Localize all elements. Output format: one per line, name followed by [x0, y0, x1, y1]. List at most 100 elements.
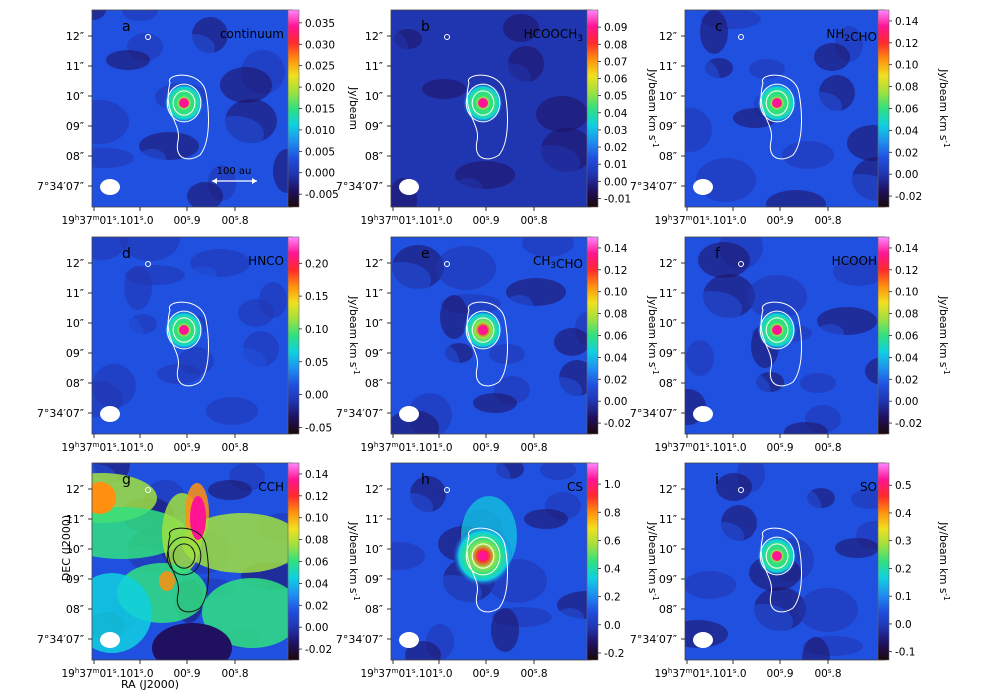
dec-tick-label: 11″ — [66, 287, 84, 300]
dec-tick-label: 12″ — [365, 483, 383, 496]
ra-seconds: 00 — [173, 668, 186, 680]
noise-blob — [92, 10, 106, 20]
dec-tick-label: 08″ — [659, 377, 677, 390]
noise-blob — [802, 637, 830, 660]
noise-blob — [120, 237, 180, 261]
ra-seconds: 00 — [814, 668, 827, 680]
ra-fraction: .8 — [239, 668, 249, 680]
ra-seconds: 00 — [472, 442, 485, 454]
colorbar-tick-label: -0.005 — [305, 189, 339, 201]
noise-blob — [391, 262, 431, 298]
dec-tick-label: 12″ — [365, 30, 383, 43]
ra-fraction: .0 — [443, 442, 453, 454]
colorbar-tick-label: 0.5 — [895, 480, 912, 492]
colorbar — [586, 9, 599, 208]
ra-seconds: 01 — [425, 668, 438, 680]
ra-unit: m — [686, 667, 693, 675]
species-label-part: HCOOH — [832, 254, 877, 268]
noise-blob — [831, 174, 885, 207]
ra-unit: s — [187, 667, 191, 675]
noise-blob — [847, 125, 885, 161]
noise-blob — [143, 181, 171, 207]
noise-blob — [138, 149, 166, 169]
ra-fraction: .1 — [710, 215, 720, 227]
colorbar-tick-label: 0.15 — [305, 291, 328, 303]
colorbar-tick-label: 0.14 — [604, 243, 628, 255]
colorbar-tick-label: 0.02 — [604, 142, 627, 154]
colorbar-unit-part: -1 — [651, 140, 660, 148]
contour — [172, 90, 196, 116]
colorbar-tick-label: 0.00 — [604, 396, 627, 408]
dec-tick-label: 08″ — [365, 603, 383, 616]
colorbar-tick-label: 0.02 — [895, 147, 918, 159]
colorbar-unit: Jy/beam km s-1 — [646, 295, 660, 375]
ra-fraction: .9 — [191, 442, 201, 454]
colorbar-unit: Jy/beam km s-1 — [937, 521, 951, 601]
ra-tick-label: 00s.8 — [221, 214, 248, 227]
ra-unit: s — [113, 441, 117, 449]
colorbar-tick-label: 0.06 — [305, 557, 329, 569]
colorbar-tick-label: -0.02 — [895, 418, 922, 430]
noise-blob — [424, 344, 460, 388]
noise-blob — [814, 43, 850, 71]
noise-blob — [391, 542, 425, 570]
noise-blob — [849, 406, 885, 434]
marker-circle — [444, 261, 450, 267]
species-label: CS — [567, 480, 583, 494]
ra-unit: s — [733, 667, 737, 675]
noise-blob — [122, 10, 158, 21]
dec-tick-label: 11″ — [659, 287, 677, 300]
ra-unit: h — [374, 214, 378, 222]
dec-tick-label: 11″ — [365, 60, 383, 73]
colorbar-tick-label: 0.09 — [604, 22, 627, 34]
ra-fraction: .1 — [117, 215, 127, 227]
ra-minutes: 37 — [672, 668, 685, 680]
source-peak — [772, 98, 782, 108]
ra-seconds: 00 — [814, 442, 827, 454]
source-peak — [478, 325, 488, 335]
ra-fraction: .1 — [117, 442, 127, 454]
noise-blob — [473, 393, 517, 413]
ra-unit: m — [392, 214, 399, 222]
map-g — [92, 463, 292, 660]
panel-letter: f — [715, 246, 721, 262]
colorbar-unit-part: Jy/beam km s — [646, 295, 658, 367]
ra-tick-label: 01s.0 — [126, 214, 153, 227]
colorbar — [877, 236, 890, 435]
ra-tick-label: 00s.9 — [472, 667, 499, 680]
dec-tick-label: 11″ — [365, 287, 383, 300]
ra-tick-label: 00s.8 — [520, 214, 547, 227]
colorbar-tick-label: 0.04 — [604, 352, 628, 364]
dec-tick-label: 09″ — [365, 573, 383, 586]
ra-unit: m — [392, 667, 399, 675]
ra-fraction: .9 — [490, 442, 500, 454]
map-h — [391, 463, 591, 660]
panel-letter: b — [421, 19, 430, 35]
ra-unit: s — [828, 667, 832, 675]
ra-seconds: 01 — [398, 215, 411, 227]
ra-seconds: 00 — [173, 215, 186, 227]
contour — [167, 527, 209, 613]
marker-circle — [738, 34, 744, 40]
species-label-part: HCOOCH — [524, 27, 578, 41]
colorbar-unit: Jy/beam km s-1 — [646, 68, 660, 148]
noise-blob — [391, 493, 433, 521]
species-label-part: CHO — [850, 30, 877, 44]
ra-unit: s — [235, 441, 239, 449]
ra-tick-label: 19h37m01s.1 — [654, 667, 719, 680]
contour — [465, 310, 501, 350]
contour — [466, 74, 508, 160]
ra-tick-label: 01s.0 — [126, 667, 153, 680]
ra-seconds: 01 — [398, 668, 411, 680]
ra-tick-label: 19h37m01s.1 — [360, 214, 425, 227]
noise-blob — [685, 59, 720, 103]
colorbar-tick-label: 0.12 — [604, 265, 627, 277]
noise-blob — [503, 14, 539, 42]
ra-seconds: 00 — [472, 668, 485, 680]
ra-hours: 19 — [61, 442, 74, 454]
ra-fraction: .0 — [737, 668, 747, 680]
species-label-part: 3 — [550, 261, 556, 271]
panel-letter: c — [715, 19, 723, 35]
noise-blob — [766, 190, 826, 207]
ra-unit: s — [187, 441, 191, 449]
